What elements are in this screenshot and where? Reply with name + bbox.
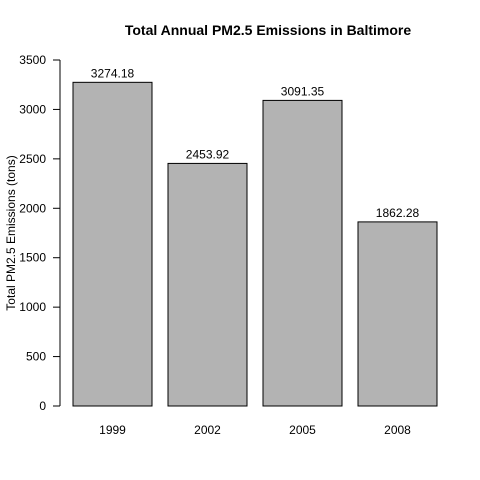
y-tick-label: 1500 [19,251,46,265]
bar-data-label-1999: 3274.18 [91,66,135,80]
y-tick-label: 500 [26,350,46,364]
bar-2002 [167,162,248,407]
y-tick-label: 3500 [19,53,46,67]
x-tick-label-2005: 2005 [289,423,316,437]
bar-1999 [72,81,153,407]
x-tick-label-2002: 2002 [194,423,221,437]
y-axis: 0 500 1000 1500 2000 2500 3000 3500 [19,53,61,413]
x-tick-label-1999: 1999 [99,423,126,437]
x-tick-labels-group: 1999 2002 2005 2008 [99,423,411,437]
y-tick-label: 2000 [19,201,46,215]
y-tick-label: 2500 [19,152,46,166]
chart-title: Total Annual PM2.5 Emissions in Baltimor… [125,22,411,38]
bars-group [72,81,438,407]
x-tick-label-2008: 2008 [384,423,411,437]
bar-labels-group: 3274.18 2453.92 3091.35 1862.28 [91,66,420,220]
bar-2005 [262,99,343,407]
bar-data-label-2005: 3091.35 [281,84,325,98]
y-tick-label: 0 [39,399,46,413]
y-axis-label: Total PM2.5 Emissions (tons) [4,155,18,310]
y-tick-label: 1000 [19,300,46,314]
y-tick-label: 3000 [19,102,46,116]
bar-data-label-2002: 2453.92 [186,147,230,161]
bar-data-label-2008: 1862.28 [376,206,420,220]
bar-2008 [357,221,438,407]
